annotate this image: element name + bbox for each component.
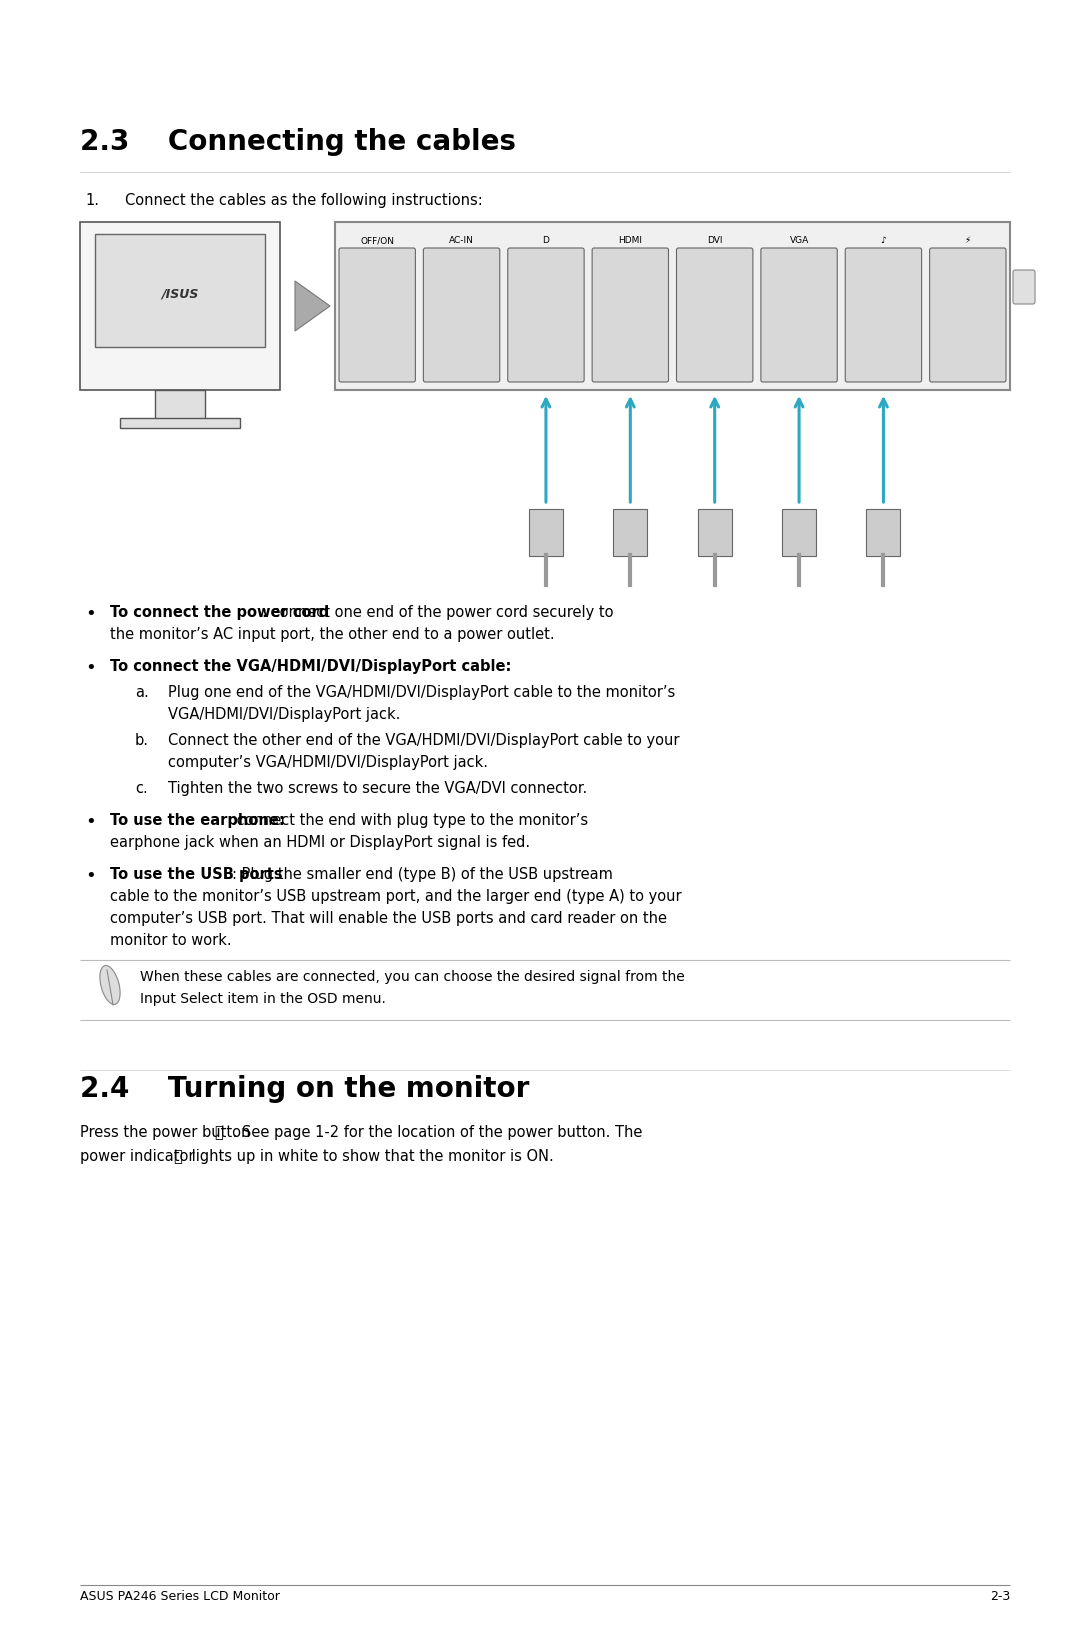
Text: •: • — [85, 605, 96, 623]
Text: D: D — [542, 236, 550, 246]
FancyBboxPatch shape — [156, 390, 205, 425]
Text: Press the power button: Press the power button — [80, 1124, 255, 1141]
Text: /ISUS: /ISUS — [161, 286, 199, 299]
Text: 2-3: 2-3 — [989, 1590, 1010, 1603]
Text: To use the earphone:: To use the earphone: — [110, 814, 285, 828]
FancyBboxPatch shape — [120, 418, 240, 428]
FancyBboxPatch shape — [930, 247, 1005, 382]
Text: c.: c. — [135, 781, 148, 796]
Text: : Plug the smaller end (type B) of the USB upstream: : Plug the smaller end (type B) of the U… — [232, 867, 612, 882]
Text: lights up in white to show that the monitor is ON.: lights up in white to show that the moni… — [187, 1149, 553, 1163]
Text: : connect one end of the power cord securely to: : connect one end of the power cord secu… — [262, 605, 615, 620]
Text: 1.: 1. — [85, 194, 99, 208]
Ellipse shape — [99, 965, 120, 1004]
FancyBboxPatch shape — [592, 247, 669, 382]
Text: VGA: VGA — [789, 236, 809, 246]
Text: power indicator: power indicator — [80, 1149, 199, 1163]
Text: VGA/HDMI/DVI/DisplayPort jack.: VGA/HDMI/DVI/DisplayPort jack. — [168, 708, 401, 722]
Text: the monitor’s AC input port, the other end to a power outlet.: the monitor’s AC input port, the other e… — [110, 626, 555, 643]
Text: ♪: ♪ — [880, 236, 887, 246]
Text: 2.4    Turning on the monitor: 2.4 Turning on the monitor — [80, 1075, 529, 1103]
FancyBboxPatch shape — [95, 234, 265, 347]
FancyBboxPatch shape — [761, 247, 837, 382]
Text: •: • — [85, 867, 96, 885]
Text: b.: b. — [135, 734, 149, 748]
Text: AC-IN: AC-IN — [449, 236, 474, 246]
Text: 2.3    Connecting the cables: 2.3 Connecting the cables — [80, 129, 516, 156]
FancyBboxPatch shape — [423, 247, 500, 382]
Text: Connect the other end of the VGA/HDMI/DVI/DisplayPort cable to your: Connect the other end of the VGA/HDMI/DV… — [168, 734, 679, 748]
Text: Connect the cables as the following instructions:: Connect the cables as the following inst… — [125, 194, 483, 208]
Text: computer’s USB port. That will enable the USB ports and card reader on the: computer’s USB port. That will enable th… — [110, 911, 667, 926]
Polygon shape — [295, 281, 330, 330]
Text: a.: a. — [135, 685, 149, 700]
Text: •: • — [85, 659, 96, 677]
FancyBboxPatch shape — [846, 247, 921, 382]
Text: When these cables are connected, you can choose the desired signal from the: When these cables are connected, you can… — [140, 970, 685, 984]
FancyBboxPatch shape — [529, 509, 563, 556]
Text: To use the USB ports: To use the USB ports — [110, 867, 283, 882]
Text: computer’s VGA/HDMI/DVI/DisplayPort jack.: computer’s VGA/HDMI/DVI/DisplayPort jack… — [168, 755, 488, 770]
FancyBboxPatch shape — [508, 247, 584, 382]
Text: To connect the power cord: To connect the power cord — [110, 605, 329, 620]
Text: earphone jack when an HDMI or DisplayPort signal is fed.: earphone jack when an HDMI or DisplayPor… — [110, 835, 530, 849]
Text: ⏻: ⏻ — [215, 1124, 224, 1141]
Text: ASUS PA246 Series LCD Monitor: ASUS PA246 Series LCD Monitor — [80, 1590, 280, 1603]
Text: HDMI: HDMI — [619, 236, 643, 246]
Text: Plug one end of the VGA/HDMI/DVI/DisplayPort cable to the monitor’s: Plug one end of the VGA/HDMI/DVI/Display… — [168, 685, 675, 700]
Text: cable to the monitor’s USB upstream port, and the larger end (type A) to your: cable to the monitor’s USB upstream port… — [110, 888, 681, 905]
FancyBboxPatch shape — [676, 247, 753, 382]
FancyBboxPatch shape — [866, 509, 901, 556]
FancyBboxPatch shape — [1013, 270, 1035, 304]
Text: Input Select item in the OSD menu.: Input Select item in the OSD menu. — [140, 992, 386, 1005]
FancyBboxPatch shape — [335, 221, 1010, 390]
Text: Tighten the two screws to secure the VGA/DVI connector.: Tighten the two screws to secure the VGA… — [168, 781, 588, 796]
Text: ⚡: ⚡ — [964, 236, 971, 246]
FancyBboxPatch shape — [80, 221, 280, 390]
Text: . See page 1-2 for the location of the power button. The: . See page 1-2 for the location of the p… — [228, 1124, 642, 1141]
Text: connect the end with plug type to the monitor’s: connect the end with plug type to the mo… — [232, 814, 589, 828]
FancyBboxPatch shape — [613, 509, 647, 556]
Text: monitor to work.: monitor to work. — [110, 932, 231, 949]
Text: OFF/ON: OFF/ON — [361, 236, 394, 246]
FancyBboxPatch shape — [698, 509, 731, 556]
FancyBboxPatch shape — [782, 509, 816, 556]
FancyBboxPatch shape — [339, 247, 416, 382]
Text: •: • — [85, 814, 96, 831]
Text: To connect the VGA/HDMI/DVI/DisplayPort cable:: To connect the VGA/HDMI/DVI/DisplayPort … — [110, 659, 511, 674]
Text: ⏻: ⏻ — [174, 1149, 183, 1163]
Text: DVI: DVI — [707, 236, 723, 246]
